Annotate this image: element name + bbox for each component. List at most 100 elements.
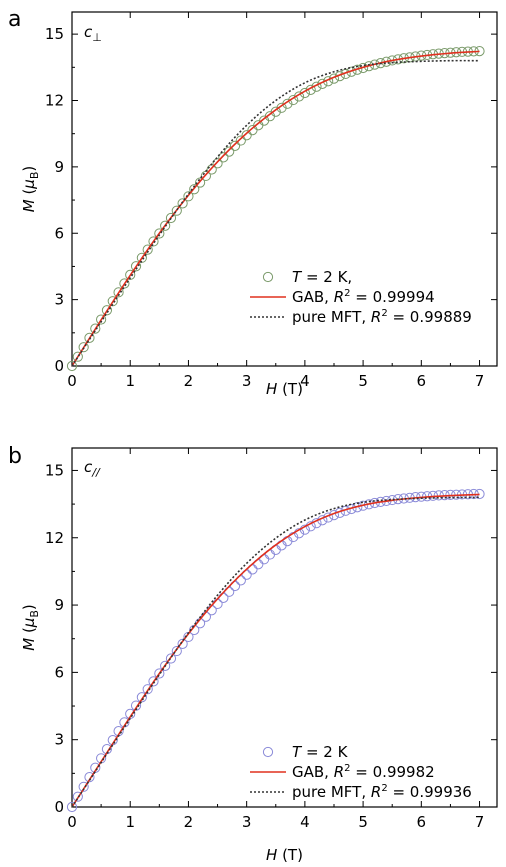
data-point (142, 684, 153, 695)
y-tick-label: 6 (54, 663, 64, 681)
data-point (78, 781, 89, 792)
data-point (229, 140, 241, 151)
data-point (212, 598, 223, 610)
y-axis-paren-close: ) (20, 166, 38, 172)
x-tick-label: 6 (417, 813, 427, 831)
data-point (113, 287, 124, 298)
legend-symbol: T (292, 743, 303, 761)
y-tick-label: 15 (45, 25, 64, 43)
x-tick-label: 1 (125, 813, 135, 831)
legend-symbol: R (371, 308, 381, 326)
data-point (72, 791, 83, 802)
legend: T = 2 K, GAB, R2 = 0.99994 pure MFT, R2 = … (250, 268, 472, 326)
legend-text: = 2 K, (301, 268, 352, 286)
data-point (142, 244, 153, 255)
data-point (66, 360, 78, 372)
mft-fit-line (71, 496, 480, 808)
data-point (101, 305, 113, 316)
gab-fit-line (71, 50, 480, 367)
x-axis-symbol: H (266, 846, 277, 864)
x-tick-label: 7 (475, 372, 485, 390)
legend-text: GAB, (292, 288, 334, 306)
legend-entry: GAB, R2 = 0.99982 (292, 763, 435, 781)
legend-symbol: R (334, 763, 344, 781)
data-point (107, 296, 118, 307)
data-point (148, 236, 159, 247)
data-point (194, 177, 206, 188)
plot-frame (71, 447, 498, 808)
legend-marker-symbol (262, 746, 274, 758)
data-point (235, 575, 246, 586)
legend-text: pure MFT, (292, 783, 371, 801)
data-point (241, 130, 252, 141)
y-tick-label: 6 (54, 224, 64, 242)
data-point (189, 184, 200, 195)
x-tick-label: 3 (242, 813, 252, 831)
y-tick-label: 0 (54, 357, 64, 375)
panel-label: a (8, 7, 21, 32)
data-point (78, 342, 89, 353)
x-axis-label: H (T) (266, 846, 303, 864)
gab-fit-line (71, 493, 480, 808)
direction-main: c (84, 23, 93, 41)
legend-symbol: T (292, 268, 303, 286)
y-axis-sub: B (28, 172, 41, 180)
x-tick-label: 5 (358, 813, 368, 831)
legend-text: pure MFT, (292, 308, 371, 326)
data-point (218, 152, 229, 163)
data-point (387, 55, 398, 66)
direction-main: c (84, 458, 93, 476)
y-tick-label: 12 (45, 529, 64, 547)
legend-sup: 2 (381, 783, 387, 794)
data-point (270, 106, 281, 117)
x-tick-label: 1 (125, 372, 135, 390)
y-tick-label: 9 (54, 158, 64, 176)
y-axis-mu: μ (20, 618, 38, 629)
y-axis-symbol: M (20, 199, 38, 212)
x-tick-label: 3 (242, 372, 252, 390)
x-tick-label: 5 (358, 372, 368, 390)
y-tick-label: 15 (45, 461, 64, 479)
legend-value: = 0.99982 (351, 763, 435, 781)
x-tick-label: 7 (475, 813, 485, 831)
legend-value: = 0.99994 (351, 288, 435, 306)
y-axis-sub: B (28, 610, 41, 618)
data-point (90, 323, 101, 334)
legend-text: GAB, (292, 763, 334, 781)
data-point (276, 102, 287, 113)
data-point (224, 146, 235, 157)
data-point (381, 56, 392, 67)
x-axis-symbol: H (266, 380, 277, 398)
data-point (148, 676, 159, 687)
data-point (282, 98, 293, 109)
data-point (125, 269, 136, 280)
direction-sub: // (91, 466, 101, 479)
legend-entry: T = 2 K, (292, 268, 352, 286)
y-tick-label: 0 (54, 798, 64, 816)
data-point (183, 191, 194, 202)
data-point (160, 220, 171, 231)
legend-symbol: R (371, 783, 381, 801)
x-tick-label: 2 (184, 813, 194, 831)
data-point (165, 653, 177, 664)
y-axis-paren-open: ( (20, 627, 38, 638)
data-point (96, 314, 107, 325)
y-axis-paren-close: ) (20, 604, 38, 610)
data-point (177, 198, 188, 209)
data-point (218, 592, 229, 603)
x-axis-unit: (T) (277, 846, 303, 864)
legend-entry: T = 2 K (292, 743, 349, 761)
data-point (130, 261, 142, 272)
legend-sup: 2 (381, 308, 387, 319)
legend-entry: pure MFT, R2 = 0.99889 (292, 308, 472, 326)
data-point (72, 351, 83, 362)
plot-frame (71, 11, 498, 367)
data-point (177, 638, 188, 649)
direction-label: c⊥ (84, 23, 102, 44)
data-point (84, 332, 95, 344)
x-tick-label: 4 (300, 813, 310, 831)
y-axis-paren-open: ( (20, 189, 38, 200)
